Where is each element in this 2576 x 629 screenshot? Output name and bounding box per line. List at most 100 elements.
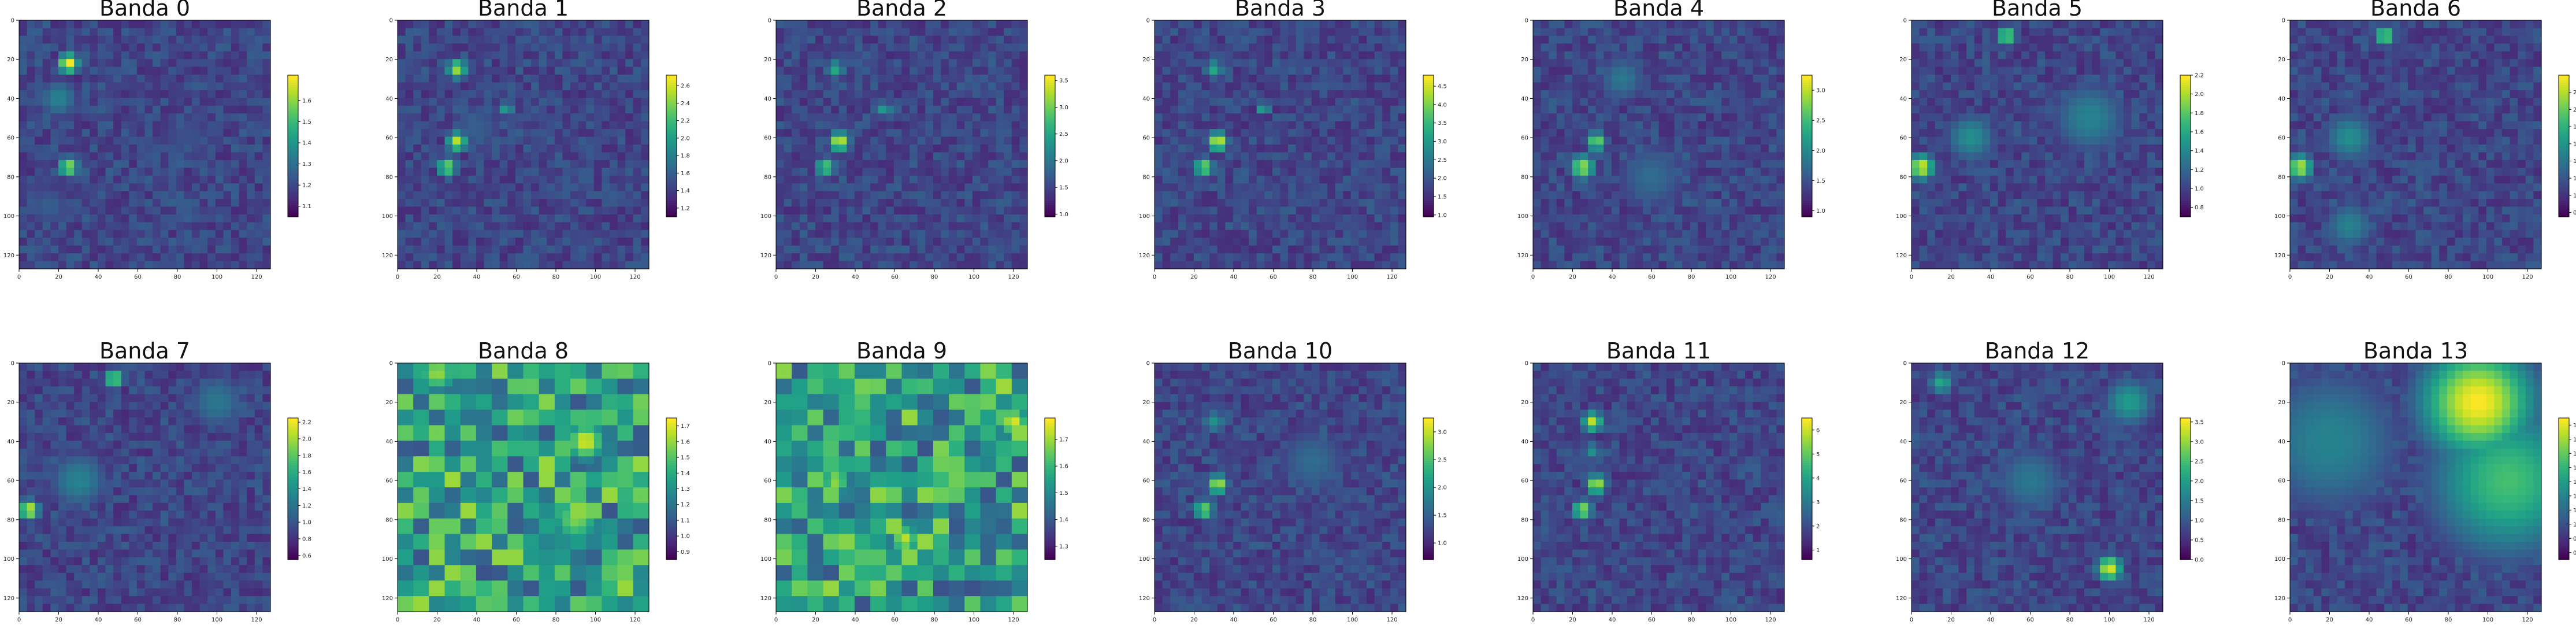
- heatmap-cell: [831, 152, 840, 161]
- heatmap-cell: [917, 145, 926, 153]
- heatmap-cell: [1666, 98, 1675, 106]
- heatmap-cell: [570, 214, 579, 223]
- heatmap-cell: [547, 113, 555, 122]
- heatmap-cell: [50, 199, 59, 208]
- heatmap-cell: [499, 214, 508, 223]
- heatmap-cell: [893, 113, 903, 122]
- heatmap-cell: [964, 121, 973, 130]
- heatmap-cell: [554, 121, 563, 130]
- heatmap-cell: [1288, 82, 1297, 91]
- heatmap-cell: [1311, 90, 1320, 98]
- x-tick-label: 20: [55, 274, 62, 280]
- heatmap-cell: [144, 121, 153, 130]
- heatmap-cell: [531, 245, 540, 254]
- heatmap-cell: [539, 230, 547, 238]
- y-tick-label: 120: [1139, 253, 1150, 259]
- heatmap-cell: [1162, 66, 1171, 75]
- heatmap-cell: [570, 199, 579, 208]
- heatmap-cell: [941, 175, 949, 184]
- heatmap-cell: [610, 75, 618, 83]
- colorbar-segment: [1423, 89, 1434, 92]
- heatmap-cell: [838, 98, 847, 106]
- heatmap-cell: [1382, 230, 1391, 238]
- heatmap-cell: [1170, 121, 1179, 130]
- heatmap-cell: [886, 206, 894, 215]
- heatmap-cell: [1264, 206, 1273, 215]
- colorbar-segment: [1423, 148, 1434, 151]
- colorbar-segment: [1423, 162, 1434, 165]
- heatmap-cell: [1241, 199, 1249, 208]
- heatmap-cell: [1350, 230, 1360, 238]
- heatmap-cell: [168, 98, 177, 106]
- heatmap-cell: [586, 121, 595, 130]
- colorbar-segment: [1423, 157, 1434, 161]
- heatmap-cell: [917, 66, 926, 75]
- heatmap-cell: [925, 35, 934, 44]
- heatmap-cell: [862, 245, 871, 254]
- heatmap-cell: [933, 160, 942, 168]
- colorbar-segment: [288, 122, 298, 125]
- heatmap-cell: [964, 82, 973, 91]
- heatmap-cell: [862, 183, 871, 192]
- x-tick-label: 100: [590, 274, 601, 280]
- colorbar-segment: [1045, 96, 1055, 99]
- heatmap-cell: [254, 168, 263, 176]
- heatmap-cell: [578, 206, 587, 215]
- heatmap-cell: [247, 20, 255, 29]
- heatmap-cell: [807, 199, 816, 208]
- heatmap-cell: [97, 59, 106, 68]
- heatmap-cell: [499, 152, 508, 161]
- y-tick-label: 20: [764, 57, 771, 63]
- heatmap-cell: [1776, 98, 1785, 106]
- heatmap-cell: [1650, 66, 1660, 75]
- heatmap-cell: [66, 206, 75, 215]
- heatmap-cell: [27, 199, 35, 208]
- heatmap-cell: [27, 59, 35, 68]
- heatmap-cell: [1398, 160, 1406, 168]
- heatmap-cell: [113, 145, 122, 153]
- heatmap-cell: [1217, 238, 1226, 246]
- heatmap-cell: [633, 90, 641, 98]
- colorbar-segment: [1045, 80, 1055, 83]
- heatmap-cell: [1761, 51, 1769, 60]
- heatmap-cell: [1256, 145, 1265, 153]
- heatmap-cell: [823, 145, 832, 153]
- heatmap-cell: [105, 145, 114, 153]
- heatmap-cell: [1335, 51, 1343, 60]
- heatmap-cell: [1350, 152, 1360, 161]
- heatmap-cell: [1572, 43, 1581, 52]
- heatmap-cell: [444, 222, 453, 231]
- heatmap-cell: [1682, 75, 1691, 83]
- heatmap-cell: [1155, 230, 1163, 238]
- heatmap-cell: [515, 245, 524, 254]
- heatmap-cell: [19, 191, 28, 199]
- heatmap-cell: [641, 66, 649, 75]
- colorbar-tick-label: 2.0: [1059, 158, 1068, 164]
- heatmap-cell: [1398, 136, 1406, 145]
- heatmap-cell: [484, 253, 492, 262]
- heatmap-cell: [1564, 20, 1573, 29]
- heatmap-cell: [1713, 28, 1722, 36]
- heatmap-cell: [1225, 168, 1234, 176]
- heatmap-cell: [1611, 113, 1620, 122]
- heatmap-cell: [972, 66, 981, 75]
- heatmap-cell: [1706, 43, 1714, 52]
- heatmap-cell: [1280, 113, 1289, 122]
- heatmap-cell: [1296, 82, 1304, 91]
- heatmap-cell: [1572, 59, 1581, 68]
- heatmap-cell: [925, 145, 934, 153]
- heatmap-cell: [972, 230, 981, 238]
- heatmap-cell: [1327, 230, 1336, 238]
- heatmap-cell: [531, 136, 540, 145]
- heatmap-cell: [413, 35, 422, 44]
- heatmap-cell: [956, 51, 965, 60]
- heatmap-cell: [507, 113, 516, 122]
- heatmap-cell: [1580, 75, 1588, 83]
- heatmap-cell: [129, 191, 138, 199]
- colorbar-segment: [1423, 188, 1434, 191]
- heatmap-cell: [58, 160, 67, 168]
- heatmap-cell: [468, 245, 477, 254]
- heatmap-cell: [1556, 82, 1565, 91]
- heatmap-cell: [870, 90, 879, 98]
- heatmap-cell: [476, 230, 485, 238]
